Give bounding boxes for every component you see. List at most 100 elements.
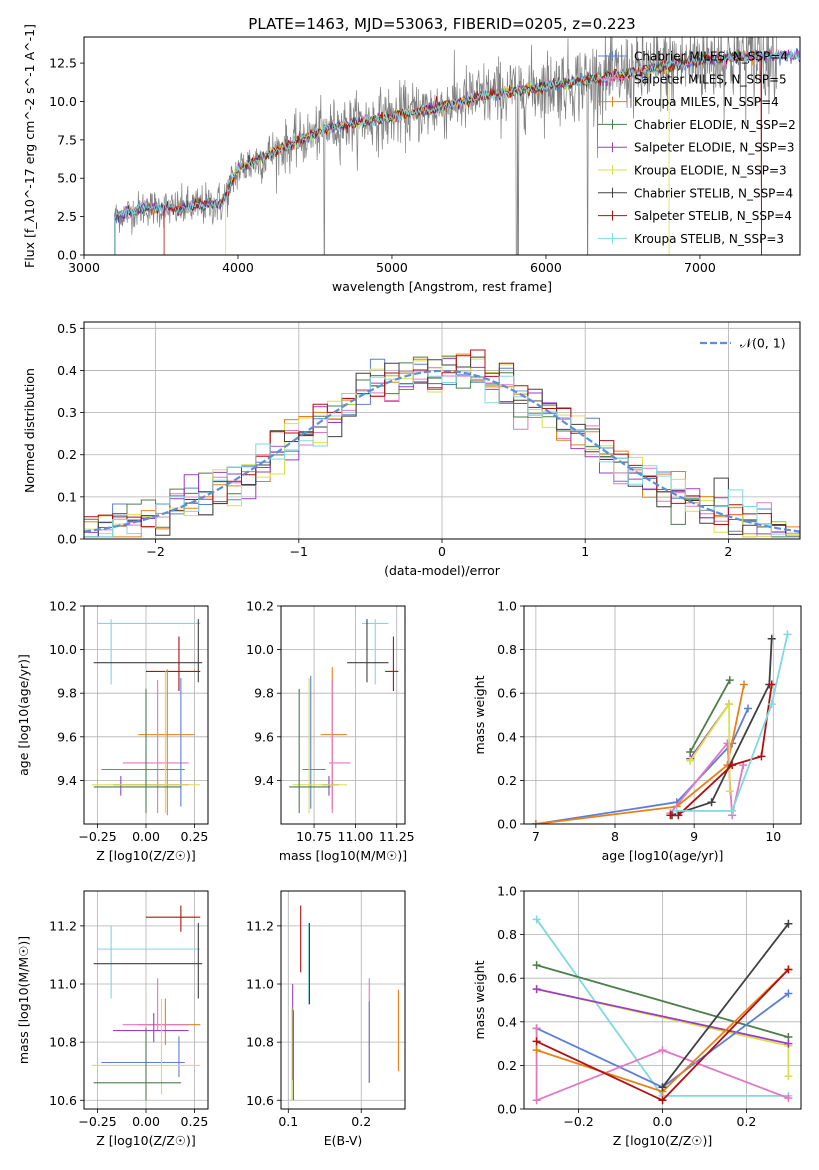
legend-entry: Salpeter STELIB, N_SSP=4: [598, 209, 792, 223]
data-point: [347, 619, 389, 683]
y-tick-label: 9.6: [254, 729, 274, 744]
weight-point-marker: [658, 1096, 667, 1105]
plot-area: [531, 630, 792, 824]
weight-point-marker: [784, 989, 793, 998]
weight-point-marker: [658, 1083, 667, 1092]
data-point: [93, 619, 203, 683]
data-point: [97, 925, 201, 999]
weight-vs-age-panel: 7 8 9 10 0.0 0.2 0.4 0.6 0.8 1.0 age [log10(age/yr…: [472, 599, 802, 863]
data-point: [146, 905, 201, 932]
legend-entry: Chabrier MILES, N_SSP=4: [598, 50, 788, 64]
weight-series-line: [535, 684, 745, 824]
data-point: [138, 998, 201, 1046]
plot-frame: [280, 890, 406, 1110]
plot-area: [291, 905, 399, 1101]
x-tick-label: −0.25: [78, 1114, 116, 1129]
age-vs-mass-panel: 10.75 11.00 11.25 9.4 9.6 9.8 10.0 10.2 mass [lo…: [246, 599, 414, 864]
y-tick-label: 5.0: [57, 171, 77, 186]
weight-point-marker: [686, 756, 695, 765]
data-point: [93, 688, 181, 814]
data-point: [385, 636, 399, 692]
weight-point-marker: [532, 985, 541, 994]
x-tick-label: 8: [611, 829, 619, 844]
x-tick-label: 5000: [376, 260, 408, 275]
normal-curve: [84, 369, 800, 533]
plot-area: [84, 349, 800, 538]
weight-point-marker: [532, 1024, 541, 1033]
y-tick-label: 10.6: [49, 1093, 77, 1108]
weight-point-marker: [724, 700, 733, 709]
x-tick-label: 0.00: [132, 829, 160, 844]
legend-label: Chabrier MILES, N_SSP=4: [634, 50, 788, 64]
weight-point-marker: [666, 811, 675, 820]
legend-label: Chabrier ELODIE, N_SSP=2: [634, 118, 796, 132]
x-axis-label: Z [log10(Z/Z☉)]: [96, 848, 196, 863]
data-point: [362, 619, 389, 685]
plot-frame: [83, 36, 801, 256]
y-tick-label: 0.8: [497, 927, 517, 942]
weight-point-marker: [532, 1096, 541, 1105]
y-tick-label: 10.2: [49, 599, 77, 614]
y-tick-label: 12.5: [49, 56, 77, 71]
data-point: [113, 1013, 189, 1043]
legend-entry: Chabrier STELIB, N_SSP=4: [598, 186, 793, 200]
y-tick-label: 1.0: [497, 599, 517, 614]
x-tick-label: 1: [581, 544, 589, 559]
y-tick-label: 9.4: [254, 773, 274, 788]
x-tick-label: 9: [690, 829, 698, 844]
data-point: [122, 978, 189, 1031]
weight-point-marker: [784, 965, 793, 974]
legend-entry: Kroupa MILES, N_SSP=4: [598, 95, 779, 109]
legend-label: Salpeter ELODIE, N_SSP=3: [634, 141, 795, 155]
weight-point-marker: [672, 806, 681, 815]
weight-point-marker: [728, 806, 737, 815]
y-tick-label: 0.0: [57, 248, 77, 263]
x-tick-label: 0.1: [278, 1114, 298, 1129]
data-point: [322, 776, 339, 796]
data-point: [101, 1036, 185, 1078]
legend-label: Chabrier STELIB, N_SSP=4: [634, 186, 793, 200]
y-tick-label: 0.4: [497, 1014, 517, 1029]
weight-series-line: [535, 1028, 789, 1102]
y-tick-label: 9.8: [57, 686, 77, 701]
x-tick-label: −1: [290, 544, 308, 559]
y-tick-label: 0.6: [497, 686, 517, 701]
x-tick-label: 6000: [530, 260, 562, 275]
legend-label: Salpeter STELIB, N_SSP=4: [634, 209, 792, 223]
x-tick-label: 0.0: [653, 1114, 673, 1129]
legend-entry: Kroupa STELIB, N_SSP=3: [598, 232, 784, 246]
x-tick-label: 7000: [684, 260, 716, 275]
x-tick-label: 11.25: [379, 829, 415, 844]
x-axis-label: E(B-V): [324, 1133, 363, 1148]
x-tick-label: 10: [765, 829, 781, 844]
x-axis-label: Z [log10(Z/Z☉)]: [613, 1133, 713, 1148]
weight-point-marker: [784, 1039, 793, 1048]
legend-label: Kroupa ELODIE, N_SSP=3: [634, 164, 787, 178]
residuals-panel: −2 −1 0 1 2 0.0 0.1 0.2 0.3 0.4 0.5 (data-model)/er…: [22, 321, 801, 578]
y-tick-label: 0.6: [497, 971, 517, 986]
weight-point-marker: [532, 915, 541, 924]
weight-point-marker: [784, 1094, 793, 1103]
weight-point-marker: [784, 919, 793, 928]
x-tick-label: 0.25: [181, 829, 209, 844]
plot-area: [91, 905, 203, 1101]
legend-entry: Salpeter MILES, N_SSP=5: [598, 72, 787, 86]
y-tick-label: 0.4: [57, 363, 77, 378]
y-tick-label: 0.2: [497, 773, 517, 788]
x-tick-label: −2: [146, 544, 164, 559]
y-tick-label: 11.2: [246, 918, 274, 933]
mass-vs-extinction-panel: 0.1 0.2 10.6 10.8 11.0 11.2 E(B-V): [246, 890, 406, 1148]
y-tick-label: 0.4: [497, 729, 517, 744]
legend-label: Salpeter MILES, N_SSP=5: [634, 72, 787, 86]
chart-title: PLATE=1463, MJD=53063, FIBERID=0205, z=0…: [248, 15, 635, 33]
weight-point-marker: [532, 1037, 541, 1046]
legend-label: 𝒩(0, 1): [740, 336, 786, 351]
legend-entry: Chabrier ELODIE, N_SSP=2: [598, 118, 796, 132]
y-tick-label: 9.8: [254, 686, 274, 701]
y-axis-label: mass weight: [472, 675, 487, 754]
legend-label: Kroupa MILES, N_SSP=4: [634, 95, 779, 109]
data-point: [93, 922, 203, 999]
plot-area: [91, 619, 203, 816]
x-tick-label: 2: [724, 544, 732, 559]
